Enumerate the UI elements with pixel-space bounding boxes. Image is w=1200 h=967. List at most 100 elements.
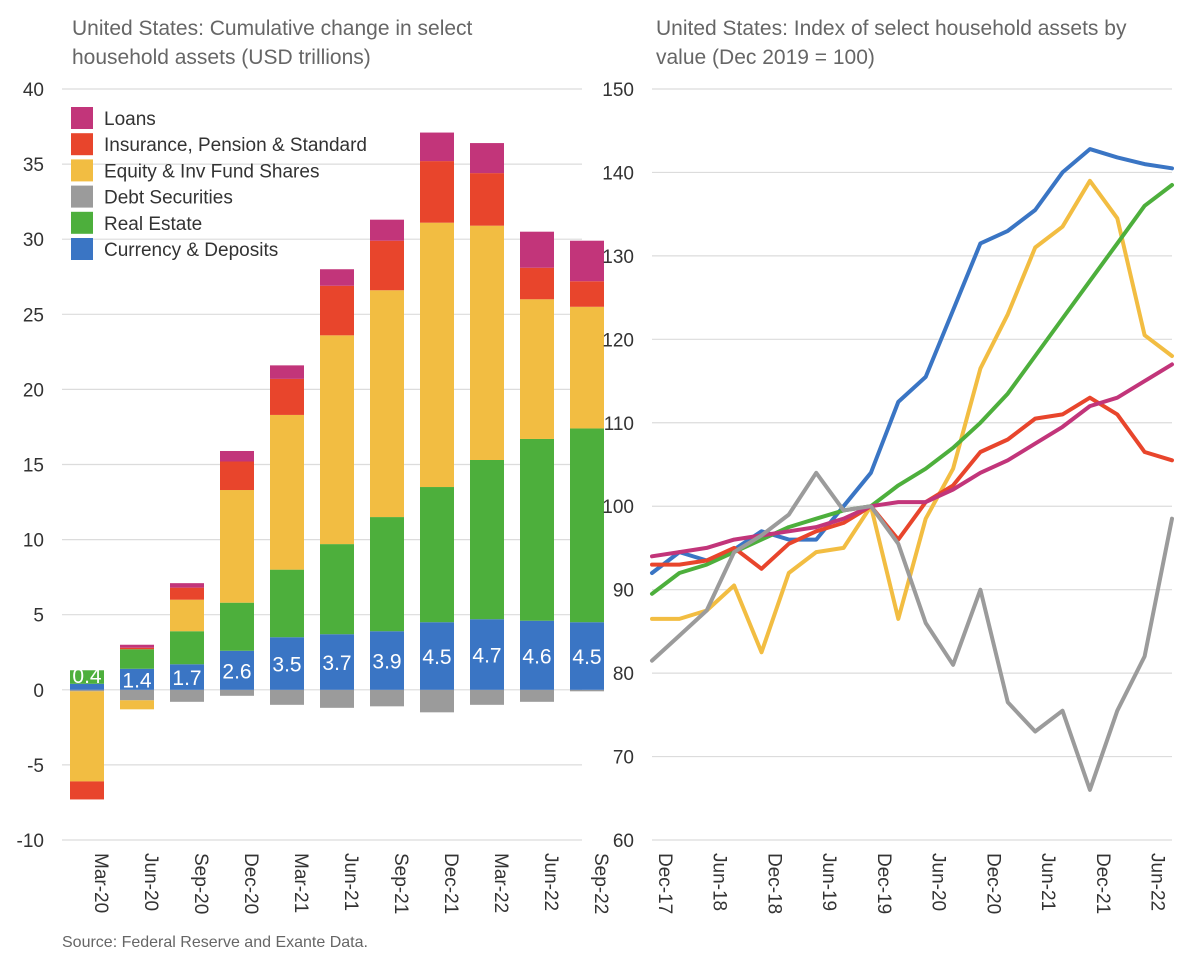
y-tick-label: 120: [602, 330, 634, 351]
y-tick-label: 70: [613, 748, 634, 769]
bar-segment-insurance-pension-standard: [170, 587, 204, 600]
x-tick-label: Dec-20: [982, 853, 1003, 914]
y-tick-label: 130: [602, 247, 634, 268]
y-tick-label: 90: [613, 581, 634, 602]
y-tick-label: 100: [602, 497, 634, 518]
series-line: [650, 178, 1174, 655]
bar-segment-debt-securities: [220, 689, 254, 696]
y-tick-label: 25: [23, 305, 44, 326]
bar-segment-real-estate: [470, 459, 504, 620]
bar-segment-equity-inv-fund-shares: [270, 414, 304, 570]
bar-segment-debt-securities: [320, 689, 354, 708]
x-tick-label: Jun-22: [1147, 853, 1168, 911]
bar-segment-debt-securities: [120, 689, 154, 701]
bar-segment-debt-securities: [170, 689, 204, 702]
y-tick-label: 110: [604, 414, 634, 435]
bar-segment-insurance-pension-standard: [370, 240, 404, 291]
x-tick-label: Jun-21: [1037, 853, 1058, 911]
data-label: 2.6: [222, 660, 251, 683]
y-tick-label: -5: [27, 756, 44, 777]
bar-segment-currency-deposits: [420, 622, 454, 690]
bar-segment-debt-securities: [470, 689, 504, 705]
left-chart-title-line-2: household assets (USD trillions): [72, 46, 371, 69]
y-tick-label: 10: [23, 531, 44, 552]
bar-segment-equity-inv-fund-shares: [370, 290, 404, 518]
bar-segment-real-estate: [270, 569, 304, 638]
legend-swatch: [71, 185, 93, 208]
x-tick-label: Dec-21: [440, 853, 461, 914]
bar-segment-loans: [270, 365, 304, 379]
left-chart-title: United States: Cumulative change in sele…: [72, 14, 472, 72]
bar-segment-insurance-pension-standard: [570, 281, 604, 307]
legend-label: Insurance, Pension & Standard: [104, 135, 367, 156]
data-label: 1.7: [172, 667, 201, 690]
x-tick-label: Mar-21: [290, 853, 311, 913]
x-tick-label: Sep-22: [590, 853, 611, 914]
bar-segment-real-estate: [120, 649, 154, 669]
bar-segment-currency-deposits: [320, 634, 354, 690]
bar-segment-currency-deposits: [70, 683, 104, 690]
x-tick-label: Dec-18: [763, 853, 784, 914]
y-tick-label: 140: [602, 163, 634, 184]
data-label: 4.7: [472, 645, 501, 668]
bar-segment-equity-inv-fund-shares: [120, 700, 154, 710]
bar-segment-insurance-pension-standard: [70, 781, 104, 800]
y-tick-label: 60: [613, 831, 634, 852]
data-label: 3.5: [272, 654, 301, 677]
bar-segment-loans: [370, 219, 404, 241]
left-chart-title-line-1: United States: Cumulative change in sele…: [72, 17, 473, 40]
right-chart-title-line-2: value (Dec 2019 = 100): [656, 46, 875, 69]
legend-label: Equity & Inv Fund Shares: [104, 161, 319, 182]
y-tick-label: 80: [613, 664, 634, 685]
right-chart-title-line-1: United States: Index of select household…: [656, 17, 1127, 40]
x-tick-label: Jun-21: [340, 853, 361, 911]
bar-segment-insurance-pension-standard: [420, 161, 454, 223]
bar-segment-loans: [170, 583, 204, 588]
x-tick-label: Jun-22: [540, 853, 561, 911]
bar-segment-currency-deposits: [270, 637, 304, 690]
y-tick-label: 15: [23, 456, 44, 477]
x-tick-label: Mar-22: [490, 853, 511, 913]
bar-segment-currency-deposits: [520, 620, 554, 690]
stacked-bar-chart: -10 -5 0 5 10 15 20 25 30 35 40 0.4 Mar-20 1.4 Jun-20 1…: [17, 80, 611, 914]
bar-segment-equity-inv-fund-shares: [170, 599, 204, 632]
bar-segment-real-estate: [220, 602, 254, 651]
bar-segment-real-estate: [570, 428, 604, 623]
data-label: 4.5: [422, 646, 451, 669]
bar-segment-currency-deposits: [370, 631, 404, 690]
right-chart-title: United States: Index of select household…: [656, 14, 1126, 72]
bar-segment-loans: [120, 644, 154, 648]
data-label: 3.7: [322, 652, 351, 675]
legend-swatch: [71, 211, 93, 234]
x-tick-label: Jun-20: [140, 853, 161, 911]
bar-segment-real-estate: [170, 631, 204, 665]
x-tick-label: Mar-20: [90, 853, 111, 913]
bar-segment-debt-securities: [570, 689, 604, 692]
bar-segment-debt-securities: [270, 689, 304, 705]
bar-segment-equity-inv-fund-shares: [520, 299, 554, 439]
bar-segment-loans: [420, 132, 454, 162]
data-label: 4.5: [572, 646, 601, 669]
x-tick-label: Sep-21: [390, 853, 411, 914]
x-tick-label: Dec-20: [240, 853, 261, 914]
source-note: Source: Federal Reserve and Exante Data.: [62, 934, 368, 951]
bar-segment-equity-inv-fund-shares: [420, 222, 454, 488]
bar-segment-insurance-pension-standard: [470, 173, 504, 226]
bar-segment-currency-deposits: [470, 619, 504, 690]
bar-segment-debt-securities: [70, 689, 104, 692]
bar-segment-equity-inv-fund-shares: [70, 691, 104, 782]
x-tick-label: Dec-19: [873, 853, 894, 914]
y-tick-label: 20: [23, 380, 44, 401]
data-label: 3.9: [372, 651, 401, 674]
data-label: 1.4: [122, 669, 152, 692]
data-label: 0.4: [72, 665, 102, 688]
x-tick-label: Dec-17: [654, 853, 675, 914]
y-tick-label: 5: [33, 606, 44, 627]
y-tick-label: 30: [23, 230, 44, 251]
series-line: [650, 362, 1174, 559]
legend-label: Real Estate: [104, 214, 202, 235]
bar-segment-real-estate: [370, 517, 404, 632]
x-tick-label: Jun-19: [818, 853, 839, 911]
legend-swatch: [71, 133, 93, 156]
